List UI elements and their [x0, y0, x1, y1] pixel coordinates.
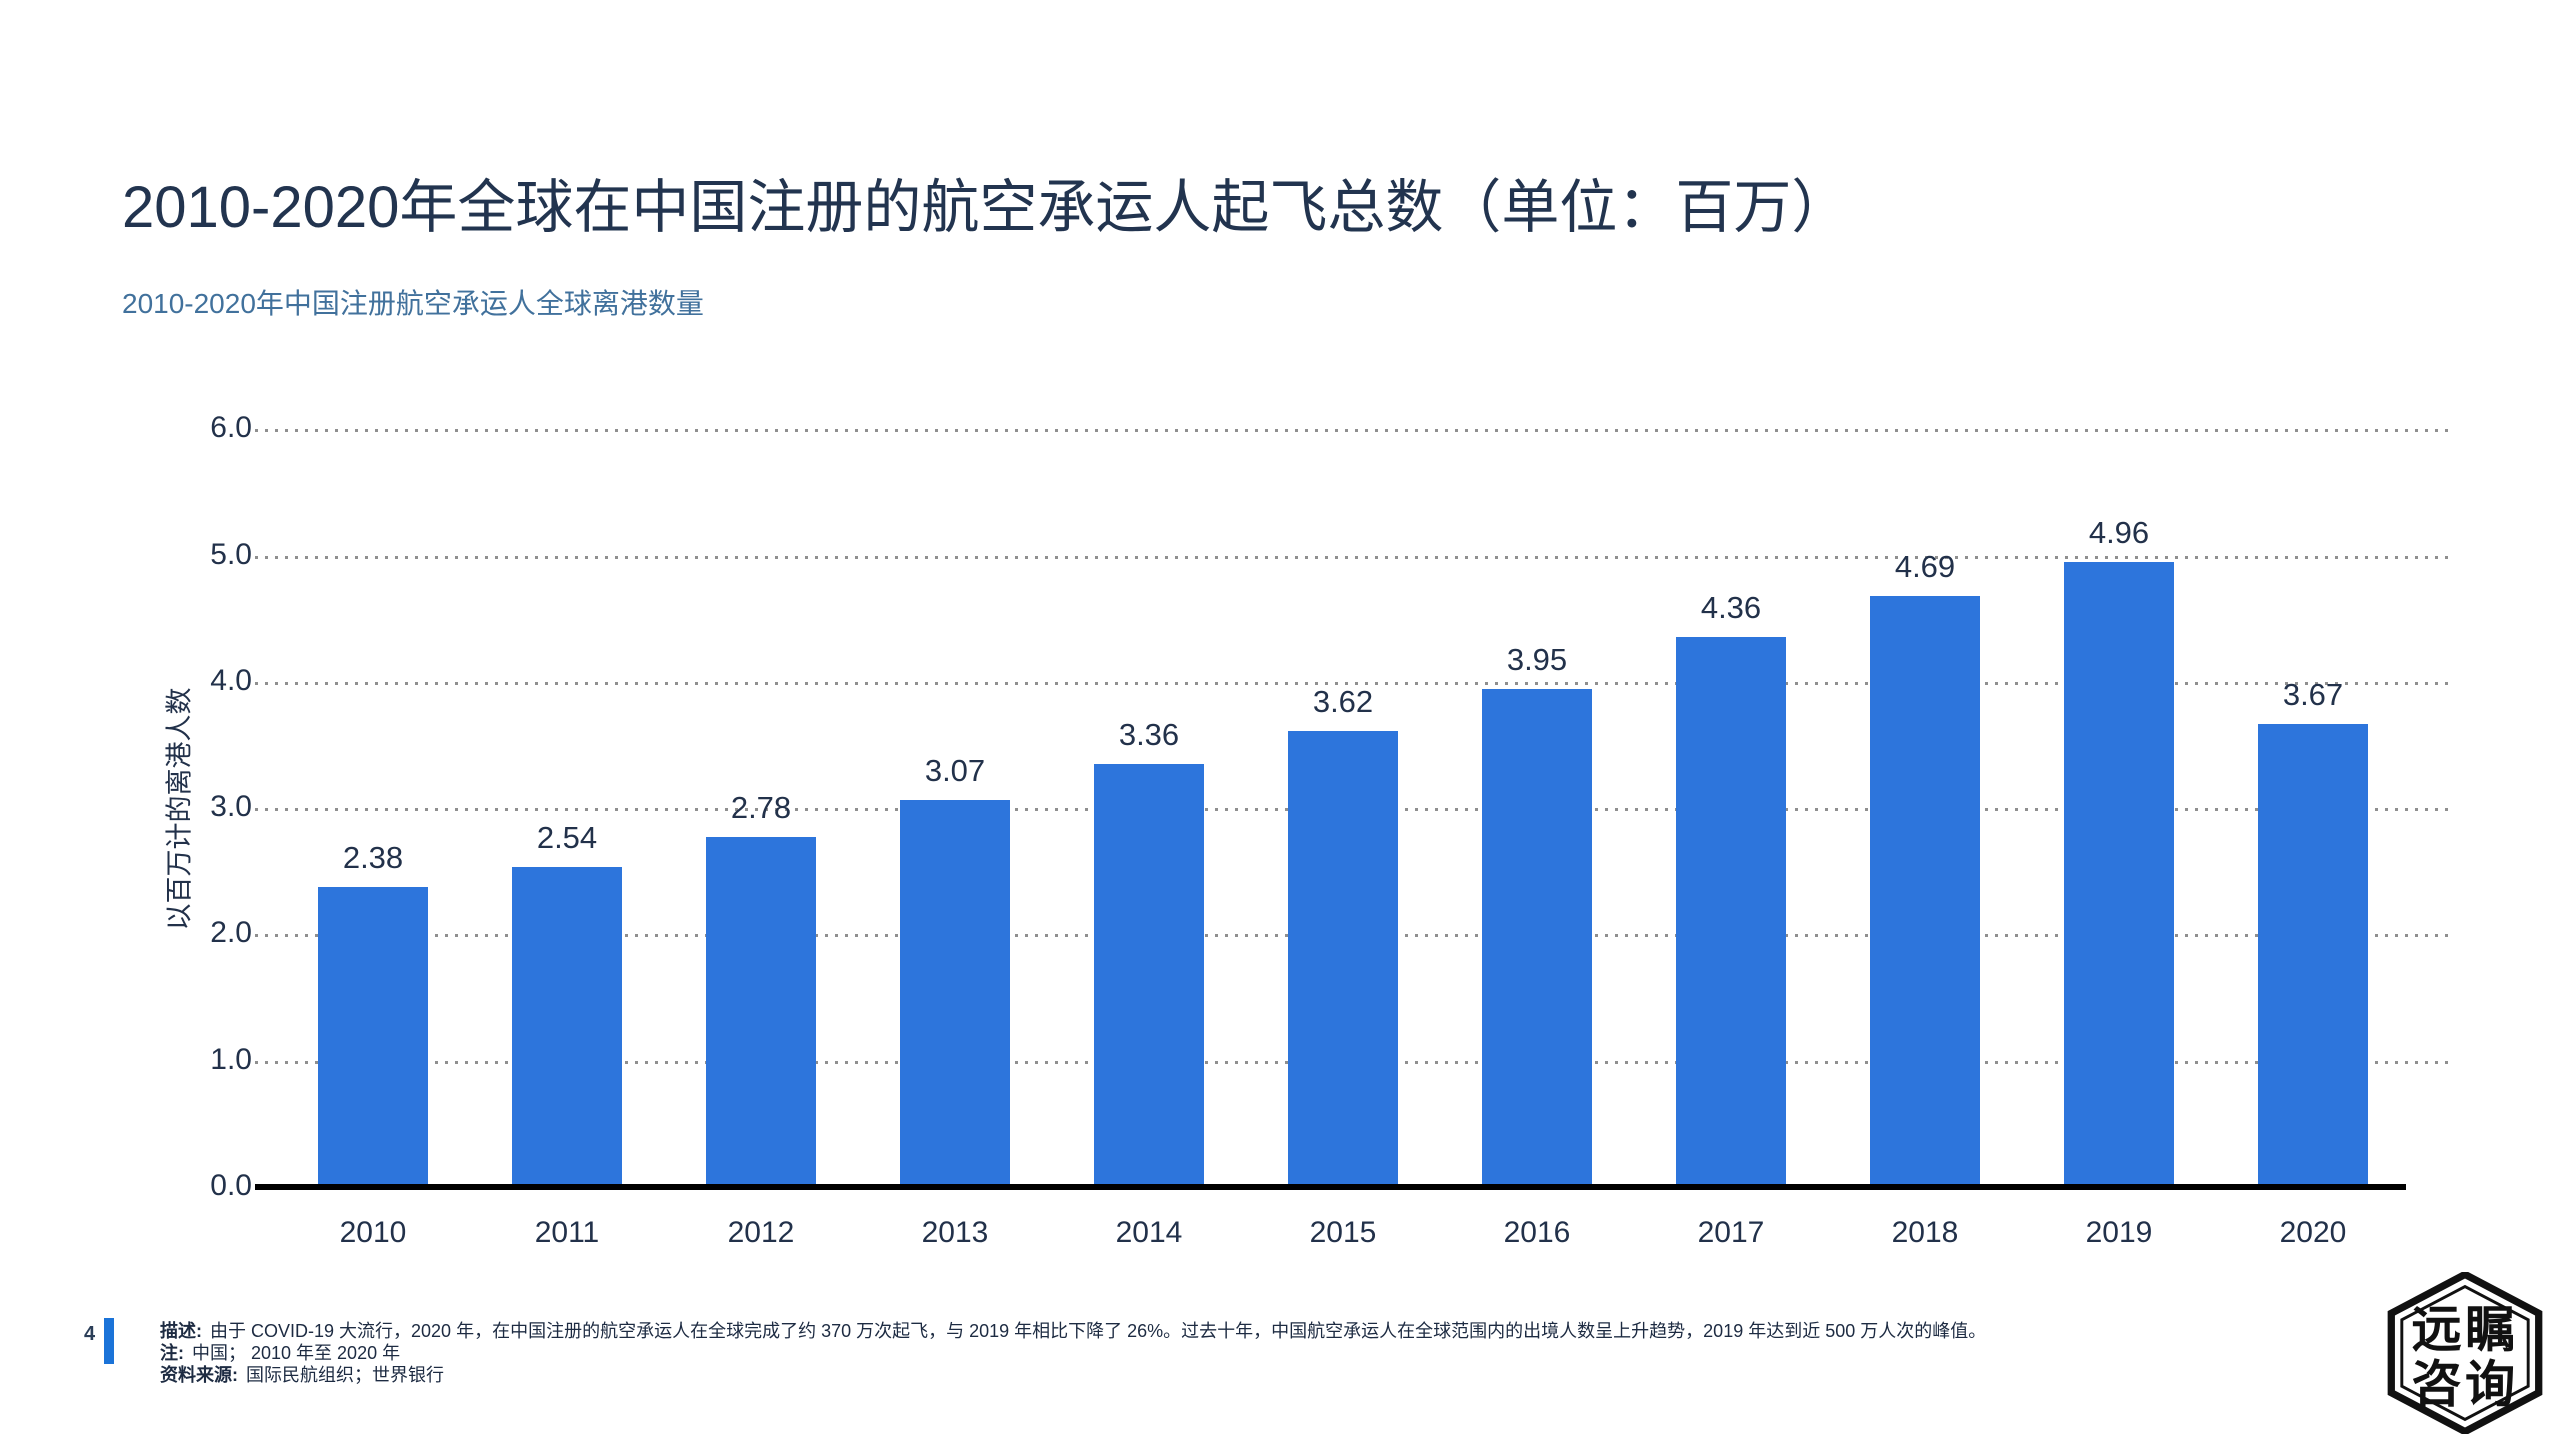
x-tick-label-2019: 2019 [2085, 1216, 2153, 1249]
bar-value-label-2011: 2.54 [536, 820, 598, 856]
y-tick-label-3.0: 3.0 [210, 790, 252, 824]
bar-value-label-2018: 4.69 [1894, 548, 1956, 584]
y-tick-label-0.0: 0.0 [210, 1169, 252, 1202]
x-axis-line [255, 1184, 2406, 1190]
footer-source-label: 资料来源: [160, 1365, 238, 1385]
gridline-5.0 [255, 555, 2455, 559]
bar-value-label-2017: 4.36 [1700, 590, 1762, 626]
logo-text-line1: 远瞩 [2412, 1300, 2519, 1359]
x-tick-label-2017: 2017 [1697, 1216, 1765, 1249]
x-tick-label-2010: 2010 [339, 1216, 407, 1249]
bar-2019 [2064, 561, 2174, 1188]
y-tick-label-1.0: 1.0 [210, 1042, 252, 1076]
bar-value-label-2020: 3.67 [2282, 677, 2344, 713]
y-tick-label-5.0: 5.0 [210, 537, 252, 571]
x-tick-label-2018: 2018 [1891, 1216, 1959, 1249]
bar-value-label-2019: 4.96 [2088, 514, 2150, 550]
x-tick-label-2014: 2014 [1115, 1216, 1183, 1249]
gridline-4.0 [255, 681, 2455, 685]
x-tick-label-2015: 2015 [1309, 1216, 1377, 1249]
logo-hexagon-outer [2387, 1272, 2543, 1434]
bar-value-label-2014: 3.36 [1118, 716, 1180, 752]
gridline-6.0 [255, 429, 2455, 433]
footer-accent-bar [104, 1318, 114, 1364]
bar-value-label-2013: 3.07 [924, 753, 986, 789]
footer-source-line: 资料来源: 国际民航组织；世界银行 [160, 1364, 2380, 1386]
y-tick-label-2.0: 2.0 [210, 916, 252, 950]
bar-value-label-2010: 2.38 [342, 840, 404, 876]
bar-value-label-2012: 2.78 [730, 789, 792, 825]
logo-text-line2: 咨询 [2412, 1355, 2519, 1414]
x-tick-label-2011: 2011 [534, 1216, 600, 1249]
page-title: 2010-2020年全球在中国注册的航空承运人起飞总数（单位：百万） [122, 175, 1850, 240]
bar-2017 [1676, 637, 1786, 1188]
bar-2014 [1094, 763, 1204, 1188]
footer-note-text: 中国； 2010 年至 2020 年 [192, 1343, 401, 1363]
footer-note-label: 注: [160, 1343, 184, 1363]
bar-value-label-2016: 3.95 [1506, 642, 1568, 678]
bar-2020 [2258, 724, 2368, 1188]
y-tick-label-6.0: 6.0 [210, 411, 252, 445]
bar-2015 [1288, 730, 1398, 1188]
company-logo: 远瞩 咨询 [2387, 1272, 2543, 1434]
logo-hexagon-inner [2400, 1284, 2530, 1422]
x-tick-label-2013: 2013 [921, 1216, 989, 1249]
bar-value-label-2015: 3.62 [1312, 683, 1374, 719]
footer-description-line: 描述: 由于 COVID-19 大流行，2020 年，在中国注册的航空承运人在全球… [160, 1320, 2380, 1342]
footer-description-text: 由于 COVID-19 大流行，2020 年，在中国注册的航空承运人在全球完成了… [210, 1321, 1987, 1341]
x-tick-label-2016: 2016 [1503, 1216, 1571, 1249]
bar-2012 [706, 836, 816, 1188]
footer-source-text: 国际民航组织；世界银行 [246, 1365, 444, 1385]
page-number: 4 [84, 1323, 96, 1345]
bar-2010 [318, 887, 428, 1188]
y-tick-label-4.0: 4.0 [210, 663, 252, 697]
footer-notes: 描述: 由于 COVID-19 大流行，2020 年，在中国注册的航空承运人在全球… [160, 1320, 2380, 1386]
x-tick-label-2012: 2012 [727, 1216, 795, 1249]
bar-2018 [1870, 595, 1980, 1188]
bar-2016 [1482, 689, 1592, 1188]
bar-2011 [512, 867, 622, 1188]
footer-description-label: 描述: [160, 1321, 202, 1341]
bar-2013 [900, 800, 1010, 1188]
x-tick-label-2020: 2020 [2279, 1216, 2347, 1249]
footer-note-line: 注: 中国； 2010 年至 2020 年 [160, 1342, 2380, 1364]
chart-subtitle: 2010-2020年中国注册航空承运人全球离港数量 [122, 288, 704, 319]
